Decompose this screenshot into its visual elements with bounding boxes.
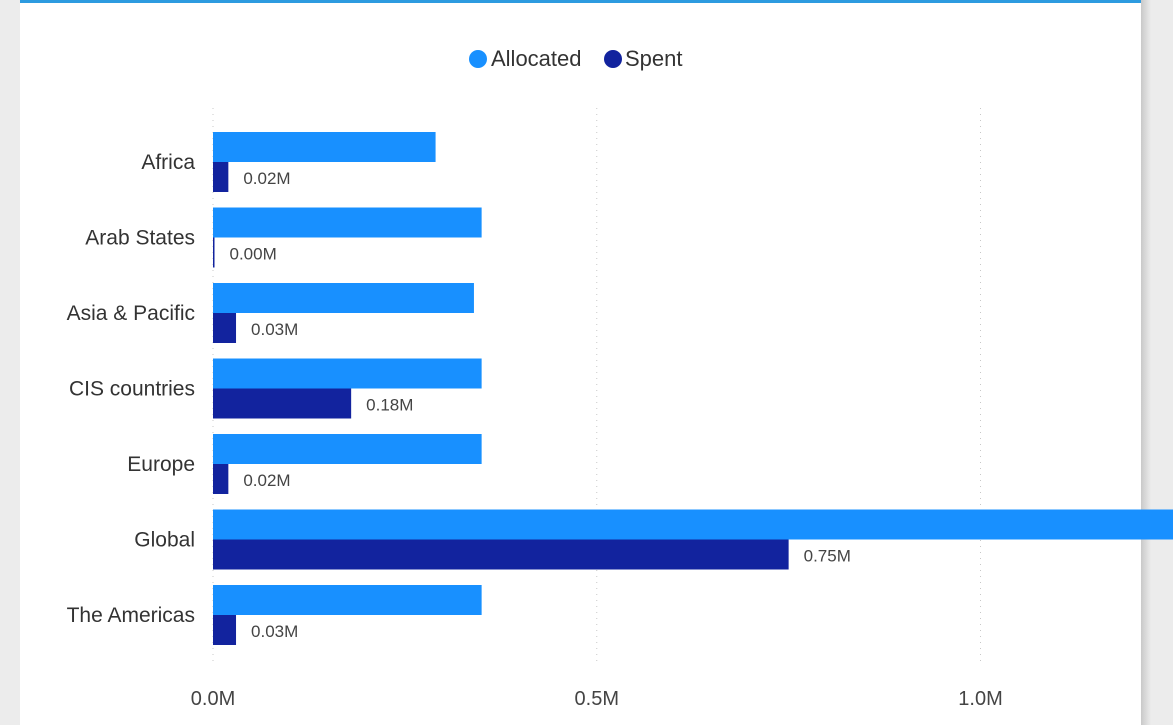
- bar-spent-2[interactable]: [213, 313, 237, 343]
- x-tick-label-2: 1.0M: [958, 688, 1002, 710]
- category-labels: Africa Arab States Asia & Pacific CIS count…: [67, 151, 196, 627]
- bar-allocated-0[interactable]: [213, 132, 436, 162]
- bar-spent-6[interactable]: [213, 615, 237, 645]
- category-label-6: The Americas: [67, 604, 195, 627]
- bar-allocated-6[interactable]: [213, 585, 482, 615]
- bar-allocated-5[interactable]: [213, 509, 1173, 540]
- data-label-spent-0: 0.02M: [243, 169, 290, 188]
- bar-allocated-1[interactable]: [213, 207, 482, 238]
- category-label-4: Europe: [127, 453, 195, 476]
- x-tick-labels: 0.0M0.5M1.0M1.5M2.0M: [191, 688, 1003, 710]
- legend-spent-marker: [604, 50, 622, 68]
- legend-allocated-label[interactable]: Allocated: [491, 46, 582, 71]
- data-label-spent-4: 0.02M: [243, 471, 290, 490]
- category-label-5: Global: [134, 529, 195, 552]
- x-tick-label-0: 0.0M: [191, 688, 235, 710]
- bar-allocated-4[interactable]: [213, 434, 482, 464]
- category-label-1: Arab States: [85, 227, 195, 250]
- chart-card: [20, 0, 1141, 725]
- data-label-spent-1: 0.00M: [230, 245, 277, 264]
- data-label-spent-3: 0.18M: [366, 396, 413, 415]
- bar-spent-1[interactable]: [213, 237, 215, 268]
- data-label-spent-2: 0.03M: [251, 320, 298, 339]
- card-shadow: [1141, 0, 1151, 725]
- category-label-2: Asia & Pacific: [67, 302, 195, 325]
- bar-spent-3[interactable]: [213, 388, 352, 419]
- bar-spent-5[interactable]: [213, 539, 789, 570]
- bar-allocated-2[interactable]: [213, 283, 474, 313]
- bar-spent-4[interactable]: [213, 464, 229, 494]
- category-label-3: CIS countries: [69, 378, 195, 401]
- category-label-0: Africa: [141, 151, 195, 174]
- data-label-spent-6: 0.03M: [251, 622, 298, 641]
- x-tick-label-1: 0.5M: [575, 688, 619, 710]
- bar-allocated-3[interactable]: [213, 358, 482, 389]
- legend-allocated-marker: [469, 50, 487, 68]
- data-label-spent-5: 0.75M: [804, 547, 851, 566]
- legend-spent-label[interactable]: Spent: [625, 46, 683, 71]
- bar-spent-0[interactable]: [213, 162, 229, 192]
- bars: 0.02M 0.00M 0.03M 0.18M 0.02M 0.75M 0.03M: [213, 132, 1173, 645]
- legend[interactable]: Allocated Spent: [469, 46, 683, 71]
